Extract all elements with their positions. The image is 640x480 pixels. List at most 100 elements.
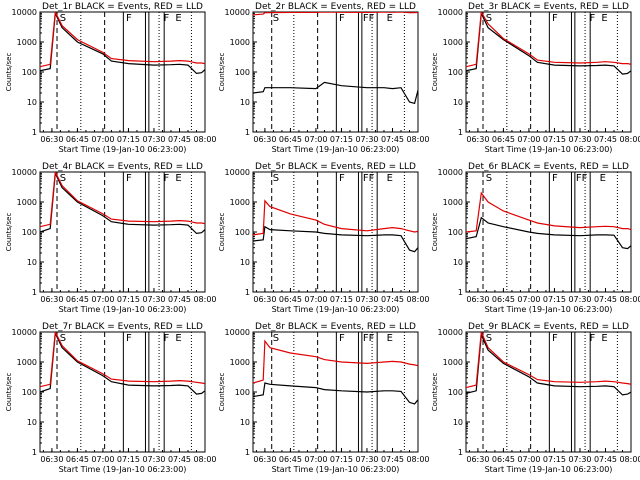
detector-panel-9: Det_9r BLACK = Events, RED = LLD 1 10 100 10… xyxy=(431,322,640,474)
lld-series-line xyxy=(253,199,418,236)
event-label: E xyxy=(387,333,393,344)
x-tick-label: 07:45 xyxy=(381,295,404,304)
x-tick-label: 08:00 xyxy=(619,295,640,304)
y-tick-label: 1000 xyxy=(230,38,250,47)
lld-series-line xyxy=(466,191,631,233)
x-tick-label: 06:30 xyxy=(253,135,276,144)
x-tick-label: 07:45 xyxy=(381,135,404,144)
y-axis-label: Counts/sec xyxy=(5,53,13,92)
events-series-line xyxy=(40,332,205,395)
y-tick-label: 10 xyxy=(240,98,250,107)
y-axis-label: Counts/sec xyxy=(431,53,439,92)
y-tick-label: 100 xyxy=(235,228,250,237)
event-label: E xyxy=(601,13,607,24)
event-label: F xyxy=(552,173,558,184)
y-tick-label: 1 xyxy=(32,128,37,137)
x-tick-label: 07:30 xyxy=(568,135,591,144)
x-tick-label: 07:15 xyxy=(543,455,566,464)
y-tick-label: 1 xyxy=(245,448,250,457)
x-axis-label: Start Time (19-Jan-10 06:23:00) xyxy=(272,305,400,314)
chart-title: Det_4r BLACK = Events, RED = LLD xyxy=(42,162,203,172)
event-label: F xyxy=(552,333,558,344)
y-tick-label: 100 xyxy=(235,388,250,397)
y-tick-label: 100 xyxy=(448,68,463,77)
lld-series-line xyxy=(466,12,631,68)
y-tick-label: 1000 xyxy=(443,198,463,207)
x-tick-label: 08:00 xyxy=(406,295,429,304)
events-series-line xyxy=(40,12,205,75)
event-label: S xyxy=(60,333,66,344)
chart-title: Det_7r BLACK = Events, RED = LLD xyxy=(42,322,203,332)
x-tick-label: 07:00 xyxy=(91,455,114,464)
event-label: F xyxy=(163,13,169,24)
x-tick-label: 06:30 xyxy=(40,455,63,464)
event-label: F xyxy=(339,333,345,344)
y-tick-label: 1 xyxy=(245,128,250,137)
x-tick-label: 07:45 xyxy=(594,295,617,304)
x-tick-label: 06:30 xyxy=(40,135,63,144)
y-axis-label: Counts/sec xyxy=(218,213,226,252)
x-tick-label: 06:30 xyxy=(40,295,63,304)
event-label: S xyxy=(273,333,279,344)
x-tick-label: 07:30 xyxy=(142,455,165,464)
detector-panel-6: Det_6r BLACK = Events, RED = LLD 1 10 100 10… xyxy=(431,162,640,314)
event-label: F xyxy=(126,173,132,184)
y-tick-label: 1 xyxy=(458,128,463,137)
x-tick-label: 06:30 xyxy=(253,455,276,464)
x-tick-label: 08:00 xyxy=(193,455,216,464)
y-tick-label: 1000 xyxy=(230,198,250,207)
y-axis-label: Counts/sec xyxy=(218,373,226,412)
events-series-line xyxy=(253,81,418,105)
event-label: FF xyxy=(363,13,375,24)
x-tick-label: 07:45 xyxy=(168,135,191,144)
x-tick-label: 08:00 xyxy=(193,135,216,144)
event-label: E xyxy=(175,333,181,344)
x-tick-label: 07:45 xyxy=(381,455,404,464)
x-tick-label: 07:00 xyxy=(91,295,114,304)
y-tick-label: 1 xyxy=(245,288,250,297)
y-axis-label: Counts/sec xyxy=(5,373,13,412)
detector-panel-3: Det_3r BLACK = Events, RED = LLD 1 10 100 10… xyxy=(431,2,640,154)
y-tick-label: 1 xyxy=(32,448,37,457)
x-tick-label: 07:15 xyxy=(117,295,140,304)
event-label: E xyxy=(175,173,181,184)
event-label: F xyxy=(126,13,132,24)
chart-title: Det_6r BLACK = Events, RED = LLD xyxy=(468,162,629,172)
x-tick-label: 07:00 xyxy=(304,455,327,464)
x-tick-label: 06:45 xyxy=(279,295,302,304)
event-label: F xyxy=(339,173,345,184)
y-tick-label: 10 xyxy=(453,418,463,427)
x-tick-label: 08:00 xyxy=(619,455,640,464)
events-series-line xyxy=(253,382,418,405)
y-tick-label: 1000 xyxy=(17,198,37,207)
x-tick-label: 07:15 xyxy=(330,135,353,144)
x-tick-label: 07:30 xyxy=(355,455,378,464)
event-label: F xyxy=(552,13,558,24)
lld-series-line xyxy=(466,332,631,389)
y-axis-label: Counts/sec xyxy=(431,373,439,412)
x-axis-label: Start Time (19-Jan-10 06:23:00) xyxy=(59,465,187,474)
event-label: F xyxy=(163,333,169,344)
x-axis-label: Start Time (19-Jan-10 06:23:00) xyxy=(272,465,400,474)
y-tick-label: 10000 xyxy=(12,8,37,17)
x-axis-label: Start Time (19-Jan-10 06:23:00) xyxy=(59,145,187,154)
y-tick-label: 10 xyxy=(27,258,37,267)
x-axis-label: Start Time (19-Jan-10 06:23:00) xyxy=(485,145,613,154)
y-tick-label: 100 xyxy=(22,388,37,397)
x-axis-label: Start Time (19-Jan-10 06:23:00) xyxy=(485,305,613,314)
x-axis-label: Start Time (19-Jan-10 06:23:00) xyxy=(59,305,187,314)
y-tick-label: 1000 xyxy=(17,358,37,367)
x-tick-label: 07:00 xyxy=(91,135,114,144)
event-label: E xyxy=(601,333,607,344)
event-label: F xyxy=(163,173,169,184)
events-series-line xyxy=(466,12,631,75)
detector-panel-2: Det_2r BLACK = Events, RED = LLD 1 10 100 10… xyxy=(218,2,430,154)
event-label: FF xyxy=(576,173,588,184)
x-tick-label: 06:30 xyxy=(466,135,489,144)
x-tick-label: 07:45 xyxy=(594,455,617,464)
x-tick-label: 07:45 xyxy=(594,135,617,144)
x-tick-label: 08:00 xyxy=(406,135,429,144)
x-tick-label: 06:45 xyxy=(492,455,515,464)
lld-series-line xyxy=(253,339,418,384)
x-tick-label: 06:45 xyxy=(66,455,89,464)
